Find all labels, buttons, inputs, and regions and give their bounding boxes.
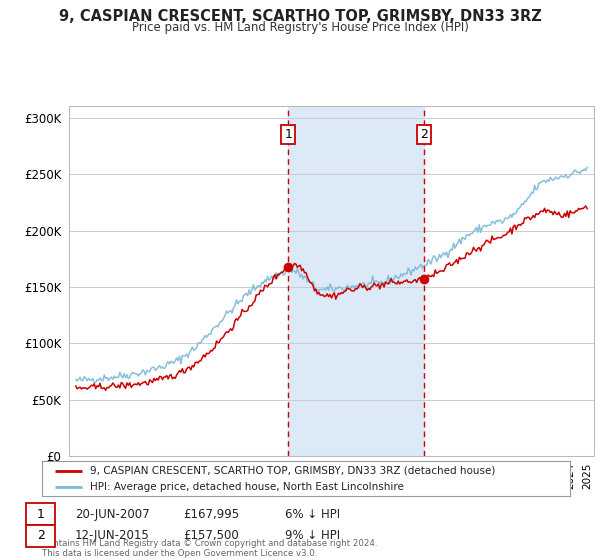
Text: £157,500: £157,500	[183, 529, 239, 543]
Text: 20-JUN-2007: 20-JUN-2007	[75, 507, 149, 521]
Text: 12-JUN-2015: 12-JUN-2015	[75, 529, 150, 543]
Text: Price paid vs. HM Land Registry's House Price Index (HPI): Price paid vs. HM Land Registry's House …	[131, 21, 469, 34]
Text: 2: 2	[421, 128, 428, 141]
Text: 9% ↓ HPI: 9% ↓ HPI	[285, 529, 340, 543]
Text: 1: 1	[37, 507, 45, 521]
Text: £167,995: £167,995	[183, 507, 239, 521]
Text: 1: 1	[284, 128, 292, 141]
Text: HPI: Average price, detached house, North East Lincolnshire: HPI: Average price, detached house, Nort…	[89, 482, 403, 492]
Text: Contains HM Land Registry data © Crown copyright and database right 2024.
This d: Contains HM Land Registry data © Crown c…	[42, 539, 377, 558]
Text: 9, CASPIAN CRESCENT, SCARTHO TOP, GRIMSBY, DN33 3RZ: 9, CASPIAN CRESCENT, SCARTHO TOP, GRIMSB…	[59, 9, 541, 24]
Text: 6% ↓ HPI: 6% ↓ HPI	[285, 507, 340, 521]
Text: 2: 2	[37, 529, 45, 543]
Bar	[289, 106, 424, 456]
Text: 9, CASPIAN CRESCENT, SCARTHO TOP, GRIMSBY, DN33 3RZ (detached house): 9, CASPIAN CRESCENT, SCARTHO TOP, GRIMSB…	[89, 465, 495, 475]
